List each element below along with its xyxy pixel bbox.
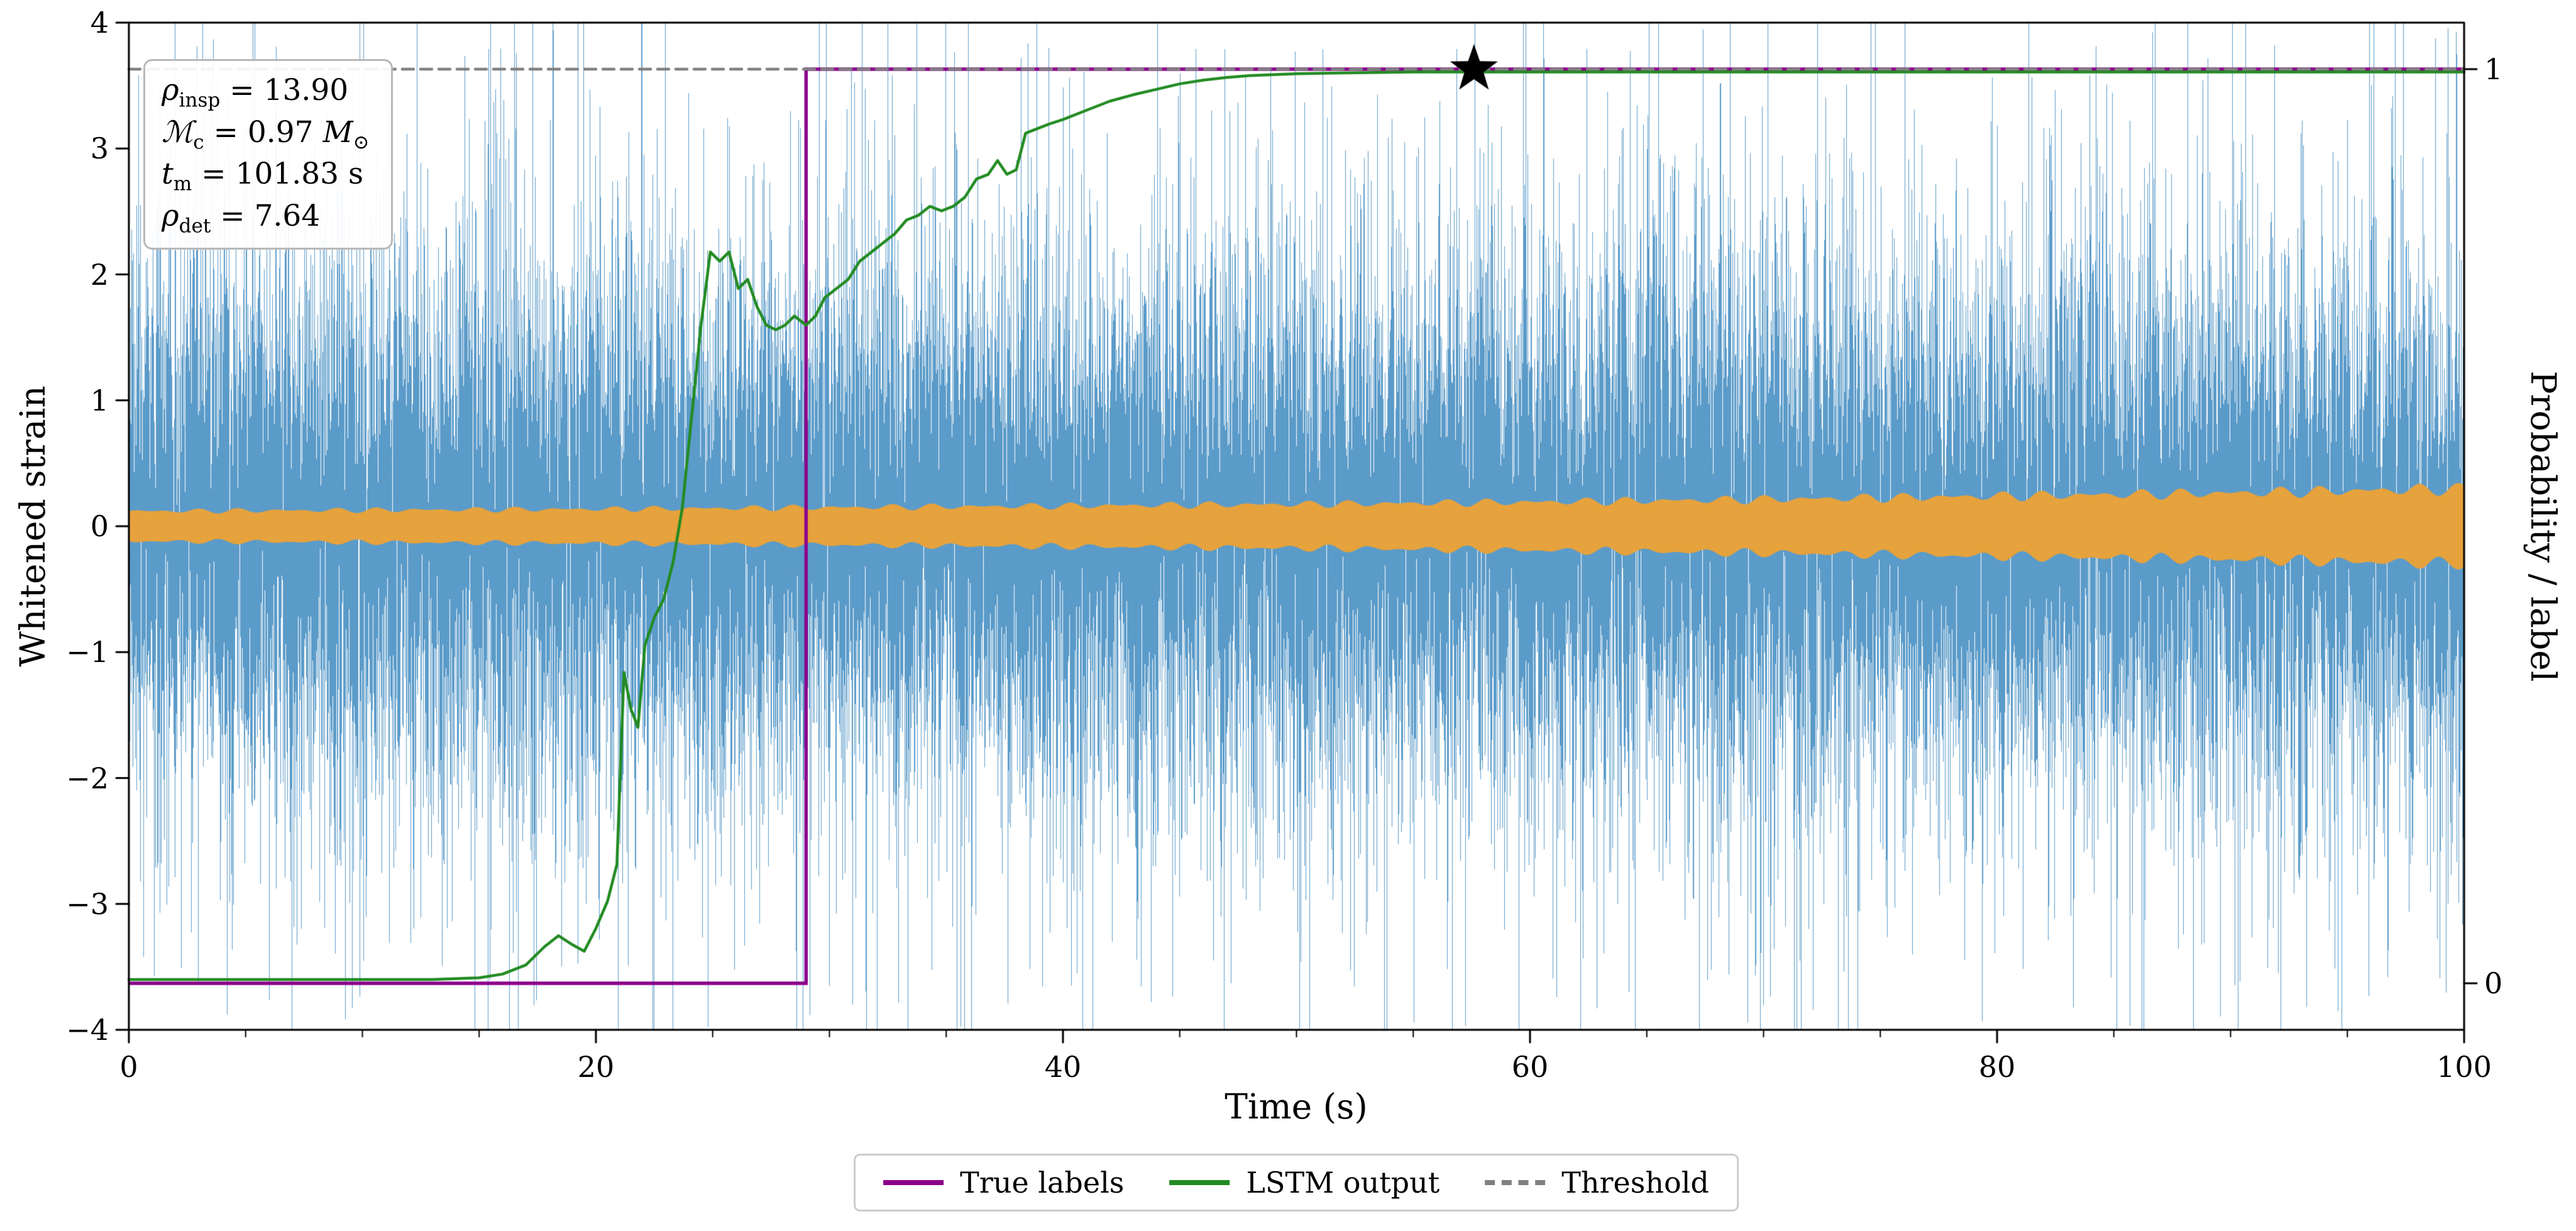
y-tick-label-left: 4 xyxy=(90,6,109,40)
legend-item-lstm-output: LSTM output xyxy=(1169,1166,1439,1200)
y-tick-label-left: −2 xyxy=(66,761,109,795)
x-tick-label: 40 xyxy=(1044,1050,1082,1084)
x-tick-label: 20 xyxy=(577,1050,615,1084)
legend-item-true-labels: True labels xyxy=(883,1166,1124,1200)
y-tick-label-left: −4 xyxy=(66,1013,109,1047)
y-tick-label-left: 0 xyxy=(90,509,109,543)
legend: True labels LSTM output Threshold xyxy=(854,1154,1739,1212)
y-tick-label-left: −3 xyxy=(66,886,109,921)
annotation-line-chirp-mass: ℳc = 0.97 M⊙ xyxy=(162,112,370,154)
y-tick-label-left: 1 xyxy=(90,383,109,417)
annotation-text: ℳ xyxy=(162,114,194,150)
annotation-text: c xyxy=(193,131,204,154)
x-tick-label: 100 xyxy=(2436,1050,2492,1084)
y-tick-label-left: 3 xyxy=(90,131,109,166)
annotation-line-rho-det: ρdet = 7.64 xyxy=(162,196,370,238)
y-tick-label-right: 0 xyxy=(2484,966,2503,1000)
legend-label: LSTM output xyxy=(1246,1166,1440,1200)
annotation-text: M xyxy=(322,114,353,150)
y-tick-label-left: −1 xyxy=(66,635,109,670)
annotation-text: = 0.97 xyxy=(204,114,323,150)
annotation-text: ρ xyxy=(162,199,179,234)
annotation-text: = 7.64 xyxy=(211,199,321,234)
annotation-text: insp xyxy=(179,89,221,112)
annotation-text: = 13.90 xyxy=(220,73,349,108)
y-axis-label-left: Whitened strain xyxy=(13,385,53,667)
x-tick-label: 80 xyxy=(1978,1050,2016,1084)
legend-label: Threshold xyxy=(1561,1166,1709,1200)
annotation-line-rho-insp: ρinsp = 13.90 xyxy=(162,70,370,112)
annotation-text: ρ xyxy=(162,73,179,108)
annotation-text: ⊙ xyxy=(353,131,370,154)
legend-item-threshold: Threshold xyxy=(1485,1166,1709,1200)
annotation-text: det xyxy=(179,214,211,238)
x-tick-label: 0 xyxy=(119,1050,138,1084)
x-tick-label: 60 xyxy=(1511,1050,1549,1084)
annotation-text: = 101.83 s xyxy=(192,157,364,192)
annotation-line-merger-time: tm = 101.83 s xyxy=(162,153,370,196)
annotation-box: ρinsp = 13.90 ℳc = 0.97 M⊙ tm = 101.83 s… xyxy=(143,59,393,250)
y-tick-label-right: 1 xyxy=(2484,52,2503,87)
annotation-text: m xyxy=(173,172,192,196)
legend-swatch-true-labels xyxy=(883,1180,944,1185)
y-tick-label-left: 2 xyxy=(90,257,109,292)
annotation-text: t xyxy=(162,157,173,192)
legend-swatch-threshold xyxy=(1485,1180,1546,1185)
legend-swatch-lstm-output xyxy=(1169,1180,1230,1185)
y-axis-label-right: Probability / label xyxy=(2523,370,2563,682)
legend-label: True labels xyxy=(960,1166,1125,1200)
x-axis-label: Time (s) xyxy=(1225,1086,1368,1127)
